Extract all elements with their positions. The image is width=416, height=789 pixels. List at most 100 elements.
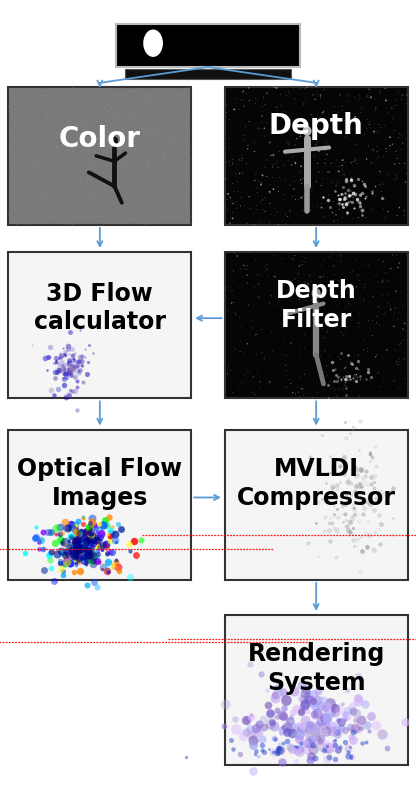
Point (131, 188, 138, 200)
Point (361, 282, 368, 294)
Point (47, 158, 54, 170)
Point (239, 86, 245, 99)
Point (300, 290, 306, 303)
Point (280, 348, 287, 361)
Point (360, 343, 367, 356)
Point (327, 382, 334, 394)
Point (8, 184, 15, 196)
Point (374, 486, 381, 499)
Point (9, 171, 15, 184)
Point (100, 187, 106, 200)
Point (82, 524, 88, 537)
Point (70, 174, 77, 186)
Point (370, 543, 376, 555)
Point (28, 200, 35, 213)
Point (59, 569, 66, 581)
Point (153, 150, 159, 163)
Point (356, 373, 363, 386)
Point (362, 211, 369, 224)
Point (270, 160, 276, 173)
Point (390, 320, 396, 333)
Point (300, 172, 307, 185)
Point (66, 360, 72, 372)
Point (57, 355, 63, 368)
Point (131, 103, 137, 116)
Point (352, 152, 359, 165)
Point (317, 735, 324, 747)
Point (160, 115, 166, 128)
Point (347, 194, 353, 207)
Point (94, 186, 100, 199)
Point (132, 198, 139, 211)
Point (87, 522, 93, 534)
Point (321, 709, 328, 722)
Point (84, 172, 90, 185)
Point (62, 95, 68, 107)
Point (364, 90, 371, 103)
Point (296, 371, 303, 383)
Point (88, 211, 94, 224)
Point (79, 211, 85, 224)
Point (83, 177, 90, 189)
Point (366, 86, 373, 99)
Point (365, 259, 372, 271)
Point (355, 514, 362, 527)
Point (378, 178, 384, 190)
Point (67, 383, 73, 396)
Point (94, 535, 101, 548)
Point (241, 368, 248, 381)
Point (104, 111, 110, 124)
Text: Optical Flow
Images: Optical Flow Images (17, 457, 182, 510)
Point (256, 291, 262, 304)
Point (381, 487, 387, 499)
Point (68, 361, 74, 374)
Point (135, 99, 142, 111)
Point (180, 88, 187, 101)
Point (359, 259, 366, 271)
Point (40, 186, 46, 199)
Point (312, 726, 319, 739)
Point (345, 524, 352, 537)
Point (133, 193, 140, 205)
Point (110, 88, 117, 100)
Point (349, 196, 356, 208)
Point (352, 110, 359, 123)
Point (227, 735, 234, 747)
Point (160, 131, 166, 144)
Point (114, 155, 120, 167)
Point (329, 719, 336, 731)
Point (344, 476, 351, 488)
Point (101, 184, 108, 196)
Point (154, 211, 161, 224)
Point (12, 115, 19, 128)
Point (113, 110, 119, 122)
Point (317, 91, 324, 103)
Point (328, 286, 335, 299)
Point (328, 482, 335, 495)
Point (48, 144, 54, 156)
Point (325, 193, 332, 206)
Point (306, 158, 312, 170)
Point (270, 149, 277, 162)
Point (253, 204, 260, 216)
Point (360, 474, 366, 487)
Point (75, 526, 82, 539)
Point (68, 122, 74, 134)
Point (288, 252, 295, 264)
Point (314, 138, 320, 151)
Point (66, 353, 73, 366)
Point (348, 700, 355, 712)
Point (242, 129, 248, 142)
Point (15, 135, 22, 148)
Point (249, 322, 256, 335)
Point (320, 106, 327, 118)
Point (63, 367, 70, 380)
Text: Depth
Filter: Depth Filter (276, 279, 357, 331)
Point (350, 501, 357, 514)
Point (62, 193, 69, 205)
Point (7, 200, 13, 213)
Point (8, 193, 15, 206)
Point (364, 492, 370, 505)
Point (335, 177, 342, 189)
Point (227, 364, 233, 376)
